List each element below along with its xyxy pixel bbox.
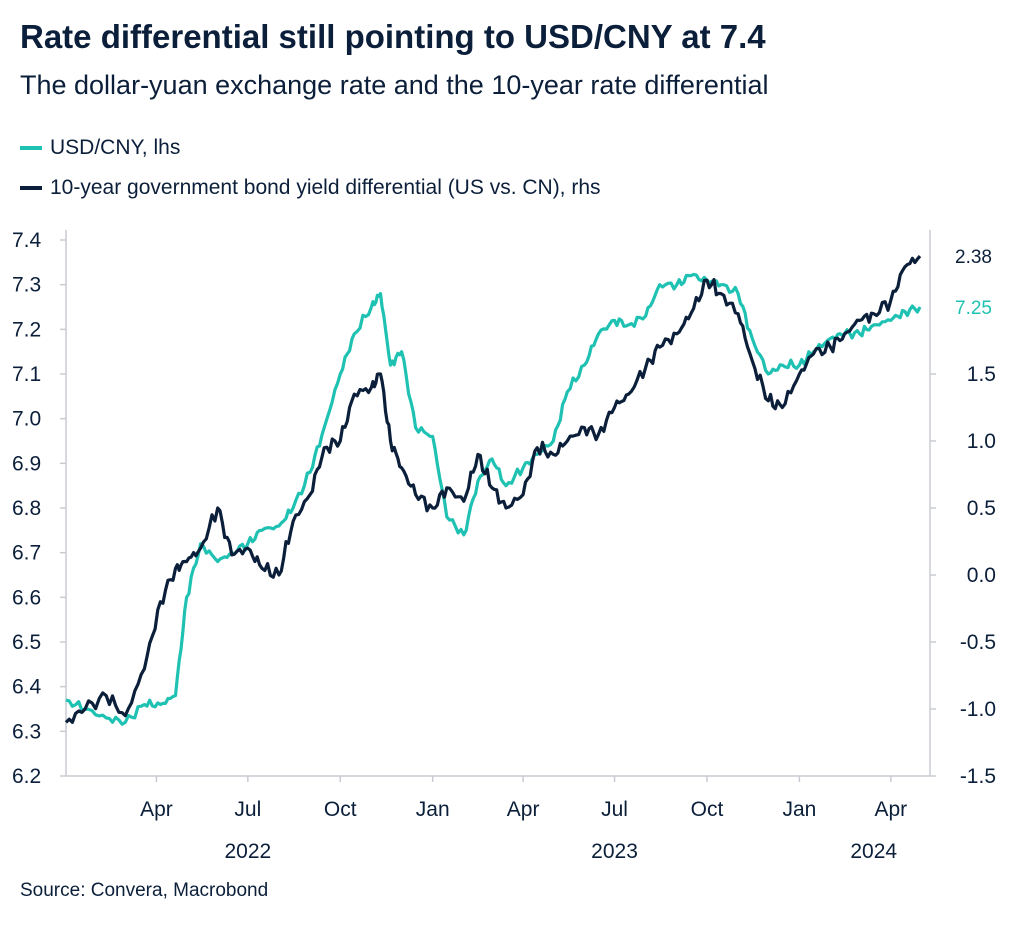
left-tick-label: 7.0 [12, 408, 41, 431]
x-tick-label: Oct [691, 798, 724, 821]
x-year-label: 2023 [591, 840, 638, 863]
left-tick-label: 6.6 [12, 586, 41, 609]
right-tick-label: 0.5 [967, 497, 996, 520]
left-tick-label: 6.4 [12, 676, 42, 699]
x-tick-label: Oct [324, 798, 357, 821]
end-value-label: 7.25 [955, 298, 992, 319]
right-tick-label: 1.0 [967, 430, 996, 453]
left-tick-label: 6.5 [12, 631, 41, 654]
left-tick-label: 7.2 [12, 318, 41, 341]
right-tick-label: 1.5 [967, 363, 996, 386]
end-value-label: 2.38 [955, 247, 992, 268]
series-line-diff [64, 255, 922, 724]
left-tick-label: 7.3 [12, 274, 41, 297]
x-tick-label: Jan [416, 798, 450, 821]
x-tick-label: Apr [507, 798, 540, 821]
chart-subtitle: The dollar-yuan exchange rate and the 10… [20, 70, 769, 100]
legend-item-diff: 10-year government bond yield differenti… [20, 168, 601, 208]
left-tick-label: 6.3 [12, 720, 41, 743]
x-tick-label: Jan [782, 798, 816, 821]
left-tick-label: 6.9 [12, 452, 41, 475]
chart-title: Rate differential still pointing to USD/… [20, 18, 766, 55]
series-line-usdcny [65, 272, 922, 726]
source-note: Source: Convera, Macrobond [20, 880, 269, 901]
left-tick-label: 6.7 [12, 542, 41, 565]
legend-item-usdcny: USD/CNY, lhs [20, 128, 601, 168]
x-year-label: 2022 [224, 840, 271, 863]
left-tick-label: 6.2 [12, 765, 41, 788]
left-tick-label: 7.4 [12, 229, 42, 252]
right-tick-label: 0.0 [967, 564, 996, 587]
right-tick-label: -0.5 [960, 631, 996, 654]
x-tick-label: Jul [601, 798, 628, 821]
legend-swatch-diff [20, 186, 42, 190]
legend-swatch-usdcny [20, 146, 42, 150]
right-tick-label: -1.0 [960, 698, 996, 721]
x-year-label: 2024 [850, 840, 897, 863]
legend-label-usdcny: USD/CNY, lhs [50, 136, 181, 159]
left-tick-label: 7.1 [12, 363, 41, 386]
legend: USD/CNY, lhs 10-year government bond yie… [20, 128, 601, 208]
right-tick-label: -1.5 [960, 765, 996, 788]
x-tick-label: Jul [234, 798, 261, 821]
legend-label-diff: 10-year government bond yield differenti… [50, 176, 601, 199]
x-tick-label: Apr [874, 798, 907, 821]
left-tick-label: 6.8 [12, 497, 41, 520]
x-tick-label: Apr [140, 798, 173, 821]
